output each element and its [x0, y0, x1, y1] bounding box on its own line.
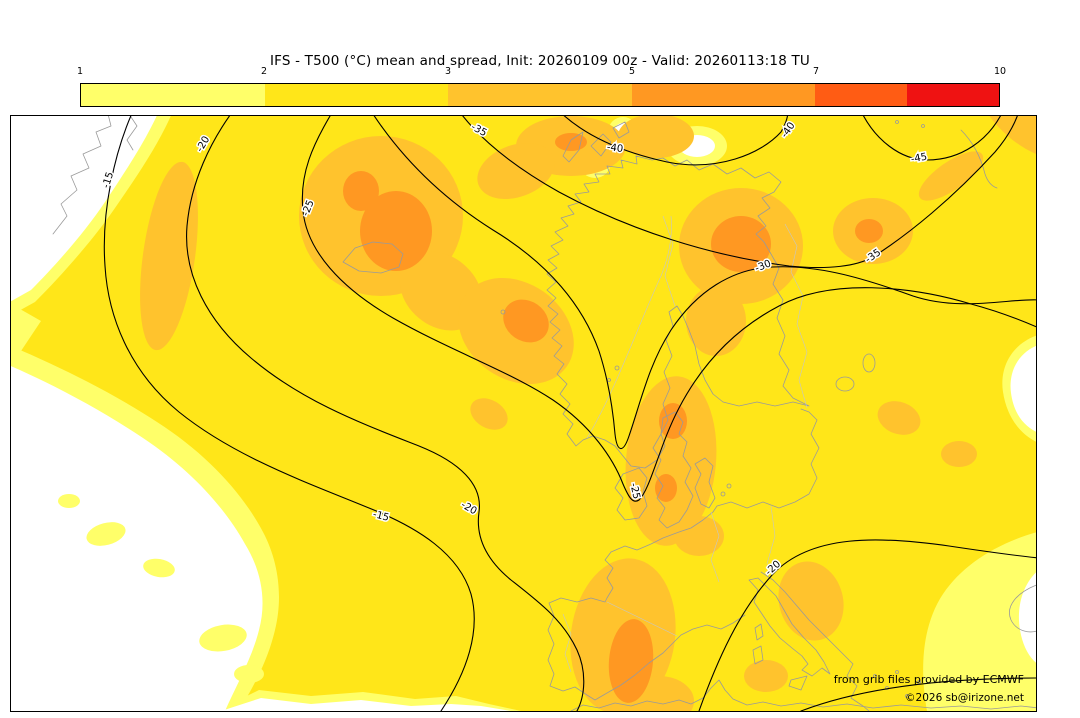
spread-orange-cores	[343, 133, 883, 703]
coastline-ireland	[614, 467, 648, 521]
coastline-sicily	[788, 675, 808, 691]
colorbar-segment	[264, 84, 449, 106]
map-panel: -15 -20 -25 -35 -40 -40 -45 -35 -30 -15 -20 -25 -20 …	[10, 115, 1037, 712]
coastline-black-sea	[1009, 584, 1036, 633]
contour-label: -25	[627, 482, 641, 500]
colorbar-tick: 5	[628, 66, 636, 77]
coastline-great-britain	[652, 411, 694, 529]
colorbar-segment	[815, 84, 908, 106]
faroe-islands	[500, 309, 506, 315]
colorbar-segment	[631, 84, 816, 106]
chart-title: IFS - T500 (°C) mean and spread, Init: 2…	[269, 53, 811, 69]
colorbar-tick: 1	[76, 66, 84, 77]
colorbar-tick: 10	[993, 66, 1007, 77]
colorbar-segment	[907, 84, 999, 106]
coastline-novaya-zemlya	[960, 129, 998, 189]
shetland-islands	[614, 365, 620, 371]
contour-minus15-west	[103, 116, 475, 711]
coastline-denmark	[694, 457, 716, 509]
colorbar-segment	[448, 84, 632, 106]
lake-ladoga	[835, 376, 855, 392]
attribution-source: from grib files provided by ECMWF	[833, 673, 1024, 686]
country-border-layer	[562, 215, 808, 673]
contour-minus25	[301, 116, 1036, 502]
colorbar-tick: 3	[444, 66, 452, 77]
contour-minus20-southeast	[698, 539, 1036, 711]
coastline-north-africa	[570, 679, 1036, 711]
coastline-corsica	[754, 623, 764, 641]
contour-minus30	[373, 116, 1036, 450]
coastline-france-iberia	[547, 551, 746, 701]
lake-onega	[862, 353, 876, 373]
attribution-copyright: ©2026 sb@irizone.net	[905, 692, 1024, 704]
contour-label: -40	[606, 142, 624, 155]
coastline-svalbard	[562, 121, 630, 163]
colorbar: 1 2 3 5 7 10	[76, 66, 1006, 110]
contour-minus40	[563, 116, 789, 166]
coastline-greenland-islet	[126, 116, 138, 151]
contour-minus15-south	[800, 677, 1036, 711]
colorbar-ticks: 1 2 3 5 7 10	[76, 66, 1006, 80]
weather-map: -15-20-25-35-40-40-45-35-30-15 -20-25-20	[11, 116, 1036, 711]
colorbar-segments	[80, 83, 1000, 107]
coastline-sardinia	[752, 645, 764, 665]
coastline-baltic-continent	[610, 408, 820, 553]
contour-layer	[103, 116, 1036, 711]
contour-label: -45	[910, 152, 928, 166]
spread-islands	[58, 494, 264, 683]
contour-minus20-west	[186, 116, 585, 711]
coastline-greenland	[52, 116, 112, 235]
contour-minus35	[462, 116, 1018, 269]
colorbar-segment	[81, 84, 265, 106]
coastline-italy	[748, 577, 831, 677]
spread-fill-layer	[11, 116, 1036, 711]
contour-minus45	[863, 116, 1001, 161]
colorbar-tick: 7	[812, 66, 820, 77]
coastline-iceland	[342, 241, 404, 274]
colorbar-tick: 2	[260, 66, 268, 77]
